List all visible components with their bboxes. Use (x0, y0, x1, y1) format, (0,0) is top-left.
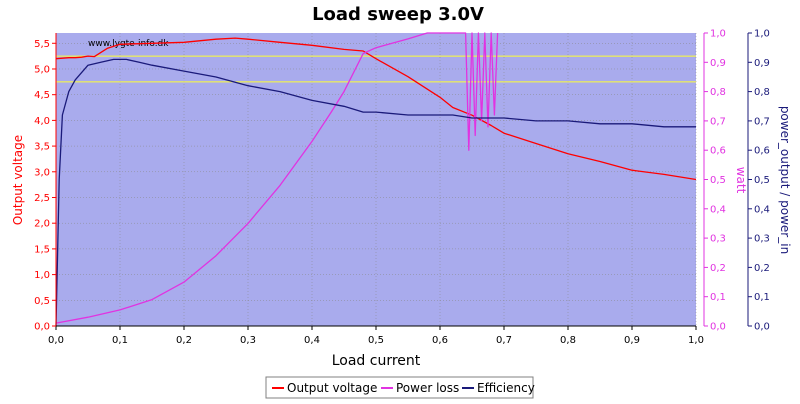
left-tick-label: 4,5 (34, 90, 50, 101)
x-tick-label: 0,6 (432, 335, 448, 346)
left-tick-label: 5,0 (34, 64, 50, 75)
x-tick-label: 0,5 (368, 335, 384, 346)
left-tick-label: 2,0 (34, 219, 50, 230)
right-eff-tick-label: 0,8 (754, 87, 770, 98)
left-tick-label: 0,5 (34, 296, 50, 307)
x-tick-label: 0,4 (304, 335, 320, 346)
right-watt-tick-label: 0,7 (710, 116, 726, 127)
right-watt-tick-label: 0,4 (710, 204, 726, 215)
x-tick-label: 0,0 (48, 335, 64, 346)
right-watt-tick-label: 0,5 (710, 175, 726, 186)
right-eff-tick-label: 0,4 (754, 204, 770, 215)
x-axis-label: Load current (332, 353, 421, 369)
left-tick-label: 5,5 (34, 39, 50, 50)
x-tick-label: 1,0 (688, 335, 704, 346)
left-tick-label: 1,5 (34, 244, 50, 255)
series-line-efficiency (55, 58, 696, 327)
series-line-power-loss (55, 32, 499, 324)
right-eff-tick-label: 1,0 (754, 29, 770, 40)
right-watt-tick-label: 0,1 (710, 292, 726, 303)
right-eff-tick-label: 0,0 (754, 322, 770, 333)
left-axis-label: Output voltage (11, 135, 25, 225)
left-tick-label: 1,0 (34, 270, 50, 281)
right-axis-watt-label: watt (734, 167, 748, 194)
x-tick-label: 0,1 (112, 335, 128, 346)
series-line-output-voltage (55, 37, 697, 181)
left-tick-label: 0,0 (34, 322, 50, 333)
left-tick-label: 3,0 (34, 167, 50, 178)
right-eff-tick-label: 0,3 (754, 234, 770, 245)
left-tick-label: 3,5 (34, 142, 50, 153)
axes: 0,0 0,1 0,2 0,3 0,4 0,5 0,6 0,7 0,8 0,9 1,0 0,0 0,5 1… (34, 29, 770, 347)
x-tick-label: 0,2 (176, 335, 192, 346)
x-tick-label: 0,9 (624, 335, 640, 346)
legend: Output voltage Power loss Efficiency (265, 376, 535, 399)
series-layer (55, 32, 697, 327)
x-tick-label: 0,3 (240, 335, 256, 346)
legend-label-efficiency: Efficiency (477, 381, 535, 395)
left-tick-label: 2,5 (34, 193, 50, 204)
right-eff-tick-label: 0,1 (754, 292, 770, 303)
right-watt-tick-label: 0,3 (710, 234, 726, 245)
right-watt-tick-label: 0,8 (710, 87, 726, 98)
right-watt-tick-label: 1,0 (710, 29, 726, 40)
right-eff-tick-label: 0,5 (754, 175, 770, 186)
chart-title: Load sweep 3.0V (312, 4, 484, 25)
right-watt-tick-label: 0,0 (710, 322, 726, 333)
x-tick-label: 0,7 (496, 335, 512, 346)
right-eff-tick-label: 0,2 (754, 263, 770, 274)
right-axis-efficiency-label: power_output / power_in (778, 106, 792, 254)
left-tick-label: 4,0 (34, 116, 50, 127)
reference-lines (56, 55, 696, 83)
legend-box (265, 376, 534, 399)
x-tick-label: 0,8 (560, 335, 576, 346)
right-watt-tick-label: 0,9 (710, 58, 726, 69)
right-eff-tick-label: 0,7 (754, 116, 770, 127)
legend-label-power-loss: Power loss (396, 381, 459, 395)
legend-label-output-voltage: Output voltage (287, 381, 377, 395)
right-watt-tick-label: 0,2 (710, 263, 726, 274)
right-eff-tick-label: 0,6 (754, 146, 770, 157)
right-watt-tick-label: 0,6 (710, 146, 726, 157)
right-eff-tick-label: 0,9 (754, 58, 770, 69)
